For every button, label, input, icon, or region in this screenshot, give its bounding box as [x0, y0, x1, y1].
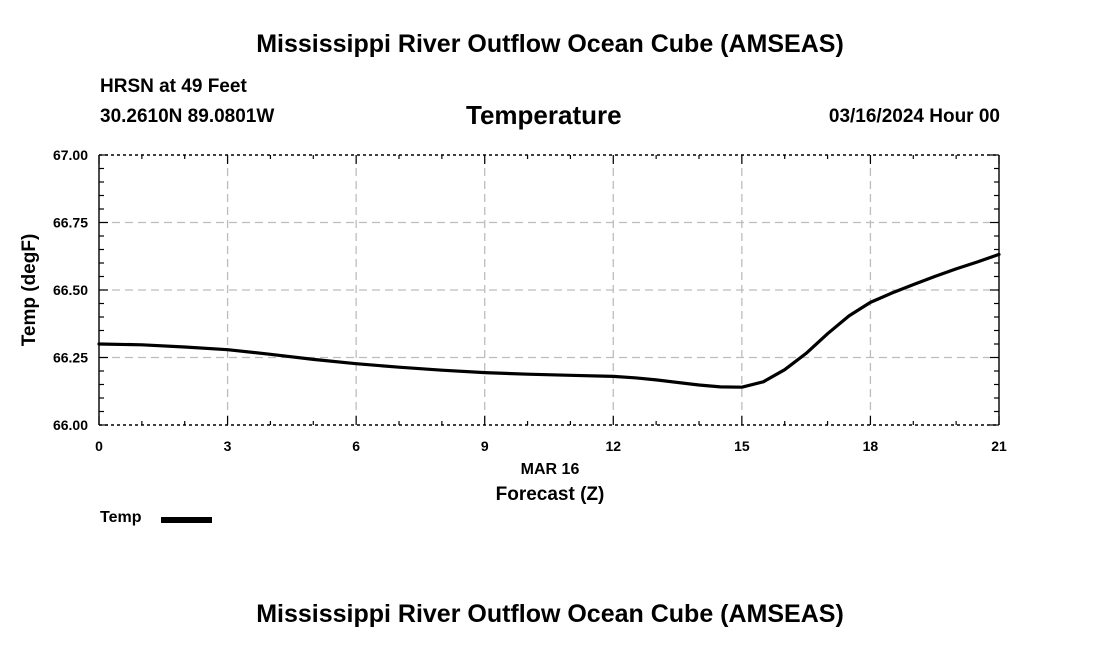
axes — [98, 154, 1000, 426]
chart-main-title: Mississippi River Outflow Ocean Cube (AM… — [256, 30, 844, 58]
y-axis-label: Temp (degF) — [19, 234, 40, 347]
x-tick-label: 6 — [352, 438, 360, 454]
x-tick-label: 21 — [991, 438, 1007, 454]
series-line-temp — [97, 252, 1001, 389]
station-label: HRSN at 49 Feet — [100, 76, 247, 97]
series-layer — [97, 252, 1001, 389]
y-tick-label: 66.50 — [53, 282, 88, 298]
station-coordinates: 30.2610N 89.0801W — [100, 106, 275, 127]
x-tick-label: 12 — [605, 438, 621, 454]
forecast-datetime: 03/16/2024 Hour 00 — [828, 106, 1000, 127]
chart-title: Temperature — [466, 100, 622, 130]
tick-labels: 0 3 6 9 12 15 18 21 66.00 66.25 66.50 66.75 67.00 — [53, 147, 1007, 454]
legend-label: Temp — [100, 509, 142, 526]
x-tick-label: 3 — [224, 438, 232, 454]
grid — [99, 155, 999, 425]
y-tick-label: 66.00 — [53, 417, 88, 433]
y-tick-label: 66.75 — [53, 215, 88, 231]
x-tick-label: 9 — [481, 438, 489, 454]
x-tick-label: 18 — [863, 438, 879, 454]
footer-title: Mississippi River Outflow Ocean Cube (AM… — [256, 600, 844, 628]
x-axis-date-label: MAR 16 — [521, 461, 580, 478]
x-tick-label: 0 — [95, 438, 103, 454]
y-tick-label: 66.25 — [53, 350, 88, 366]
y-tick-label: 67.00 — [53, 147, 88, 163]
legend-swatch — [161, 517, 212, 523]
x-axis-label: Forecast (Z) — [496, 484, 605, 505]
x-tick-label: 15 — [734, 438, 750, 454]
